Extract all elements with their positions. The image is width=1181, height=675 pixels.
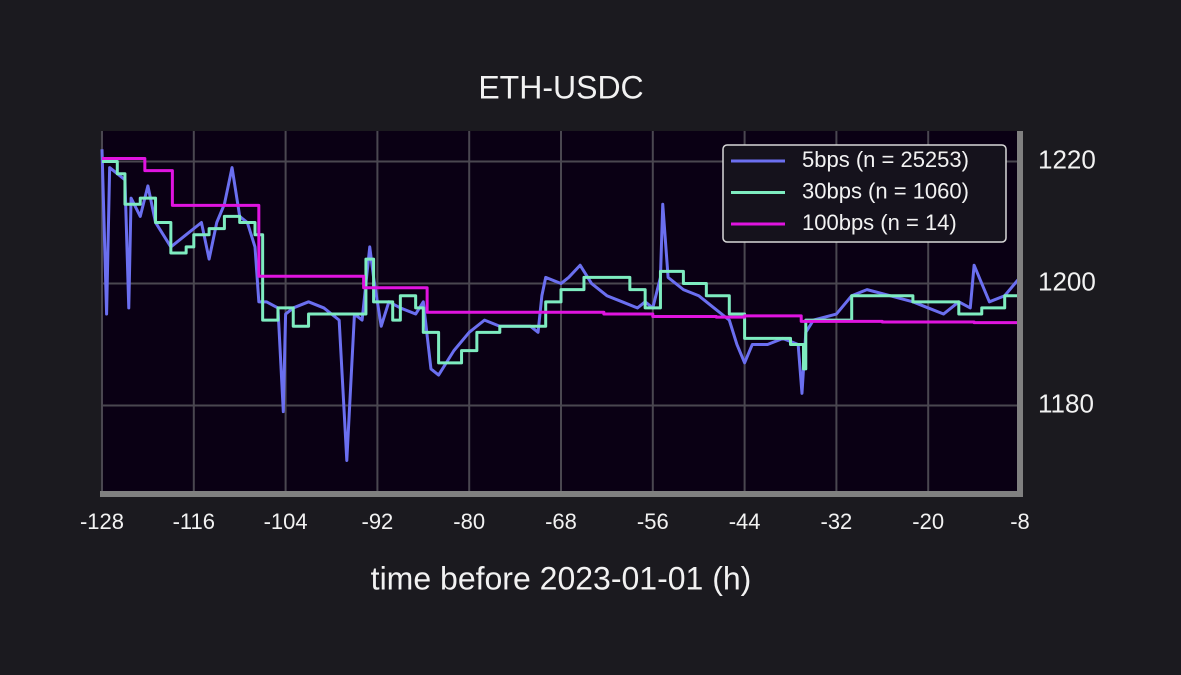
x-tick-label: -20 — [912, 509, 944, 534]
series-line — [102, 160, 1020, 371]
x-tick-label: -104 — [264, 509, 308, 534]
legend-label: 100bps (n = 14) — [802, 210, 957, 235]
x-tick-label: -8 — [1010, 509, 1030, 534]
x-tick-label: -92 — [362, 509, 394, 534]
series-line — [100, 149, 1022, 462]
legend-box — [722, 144, 1007, 243]
x-tick-label: -68 — [545, 509, 577, 534]
x-axis-label: time before 2023-01-01 (h) — [371, 560, 752, 596]
y-tick-label: 1180 — [1038, 388, 1094, 418]
x-tick-label: -44 — [729, 509, 761, 534]
series-line — [102, 156, 1020, 325]
x-tick-label: -56 — [637, 509, 669, 534]
x-tick-label: -128 — [80, 509, 124, 534]
legend-label: 30bps (n = 1060) — [802, 178, 969, 203]
legend-label: 5bps (n = 25253) — [802, 147, 969, 172]
x-tick-label: -32 — [821, 509, 853, 534]
y-tick-label: 1220 — [1038, 144, 1096, 174]
x-tick-label: -80 — [453, 509, 485, 534]
chart-title: ETH-USDC — [478, 69, 643, 105]
y-tick-label: 1200 — [1038, 266, 1096, 296]
x-tick-label: -116 — [173, 509, 215, 534]
